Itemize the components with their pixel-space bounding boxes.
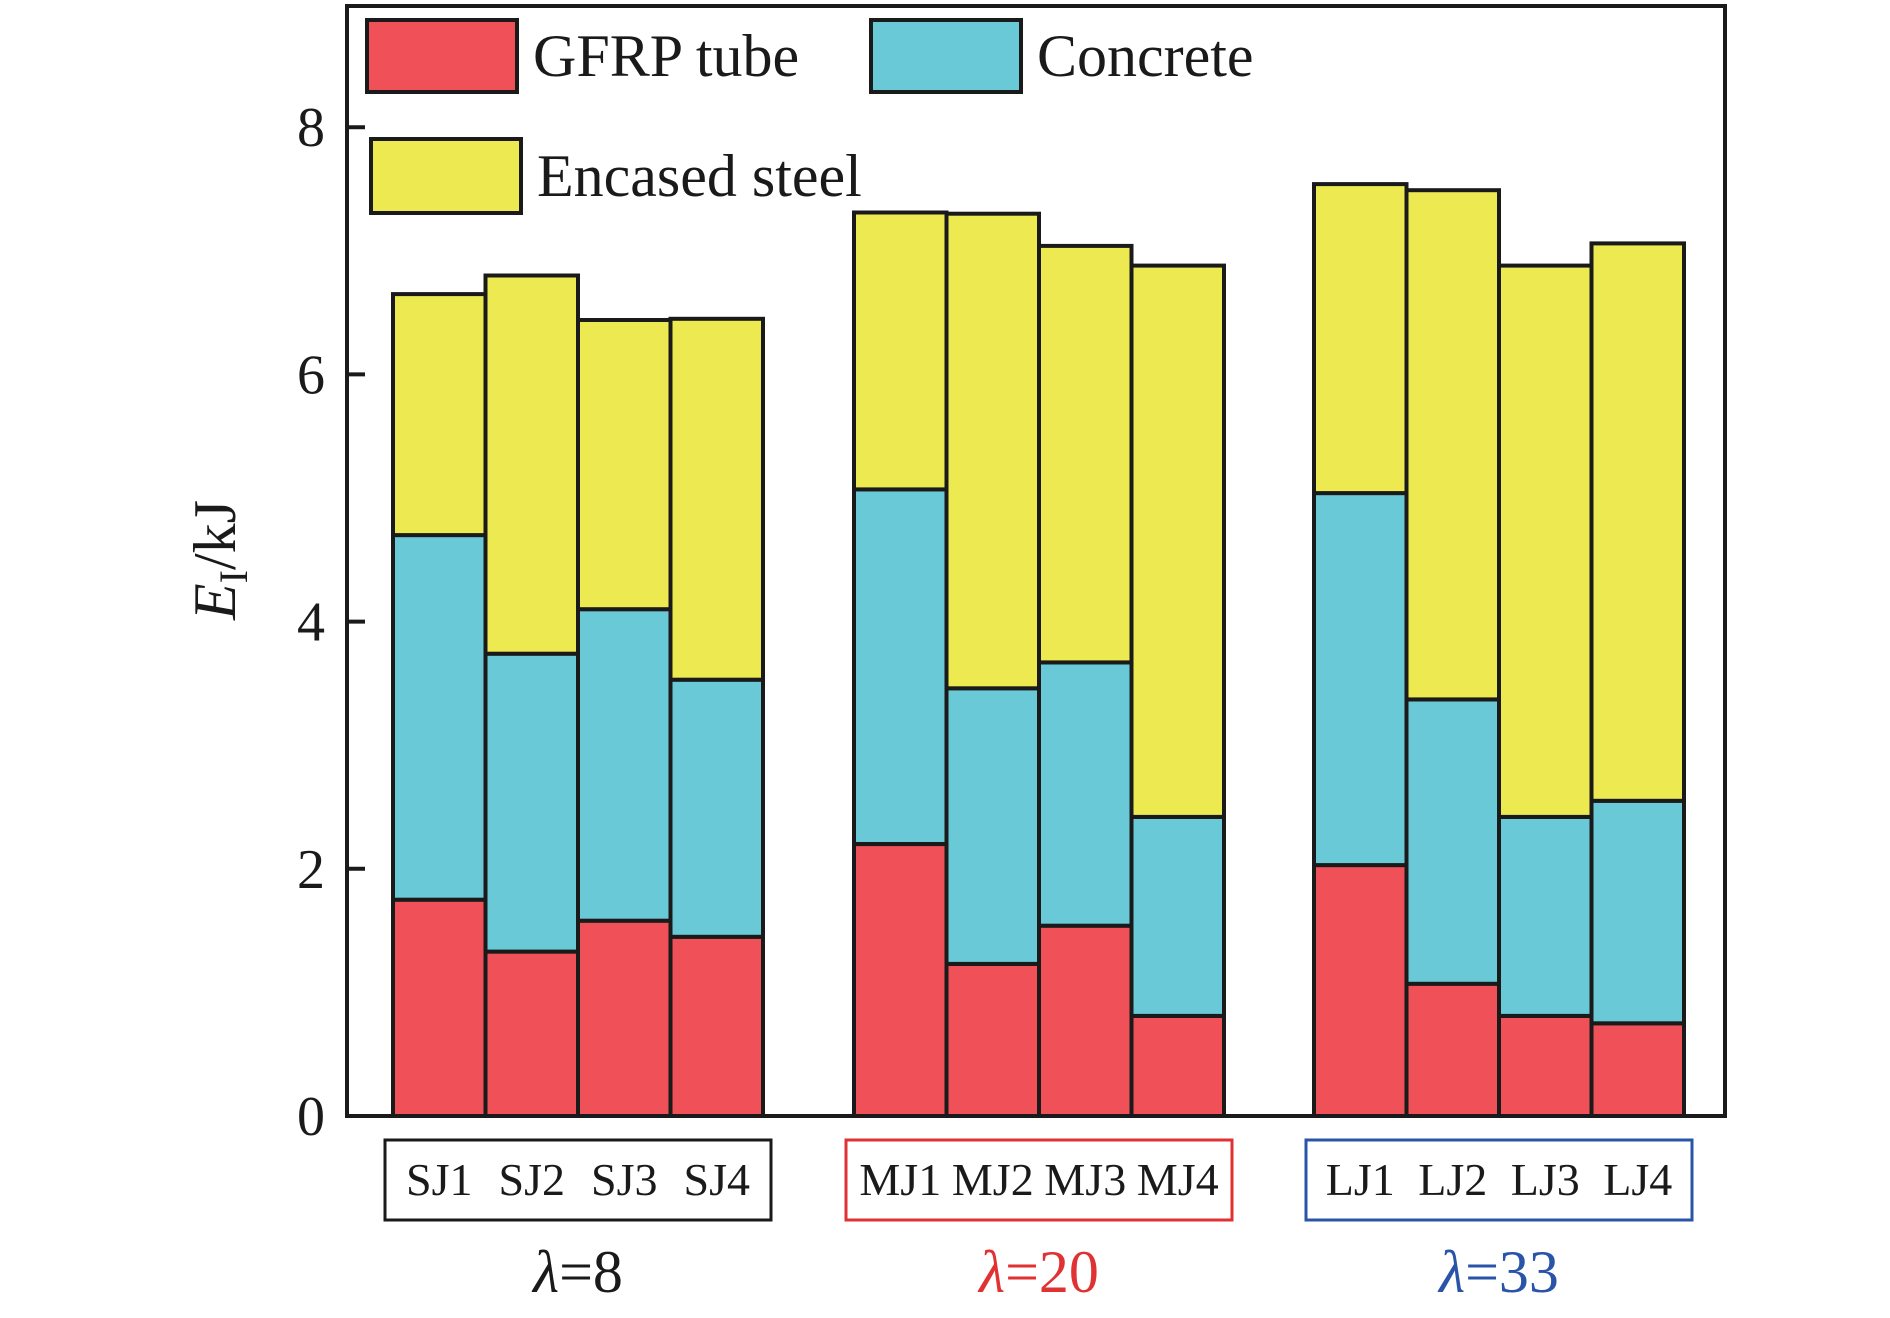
group-box-1 xyxy=(383,1138,773,1222)
legend-swatch-gfrp-tube xyxy=(365,18,519,94)
plot-frame xyxy=(345,4,1727,1118)
bar-mj2-concrete xyxy=(944,686,1041,966)
bar-mj3-gfrp-tube xyxy=(1037,923,1134,1119)
bar-lj2-concrete xyxy=(1404,697,1501,986)
y-tick-label-8: 8 xyxy=(297,97,325,159)
group-label-2: λ=20 xyxy=(977,1239,1099,1305)
legend-swatch-concrete xyxy=(869,18,1023,94)
x-label-sj3: SJ3 xyxy=(591,1154,657,1205)
bar-sj1-gfrp-tube xyxy=(391,897,488,1119)
bar-lj2-encased-steel xyxy=(1404,188,1501,702)
bar-sj2-gfrp-tube xyxy=(483,949,580,1118)
bar-lj4-encased-steel xyxy=(1589,241,1686,803)
bar-lj4-concrete xyxy=(1589,798,1686,1026)
y-tick-label-6: 6 xyxy=(297,344,325,406)
y-tick-label-0: 0 xyxy=(297,1086,325,1148)
y-axis-label-subscript: I xyxy=(211,570,256,583)
group-label-3: λ=33 xyxy=(1437,1239,1559,1305)
legend-swatch-encased-steel xyxy=(369,137,523,215)
bar-sj2-encased-steel xyxy=(483,273,580,656)
legend-label-gfrp-tube: GFRP tube xyxy=(533,23,799,89)
bar-mj2-encased-steel xyxy=(944,211,1041,691)
y-axis-label-unit: /kJ xyxy=(182,500,248,570)
group-label-1: λ=8 xyxy=(531,1239,623,1305)
y-axis-label-main: E xyxy=(182,583,248,621)
y-axis: 0 2 4 6 8 xyxy=(297,97,365,1148)
x-label-lj1: LJ1 xyxy=(1326,1154,1395,1205)
bars-layer xyxy=(391,182,1686,1119)
bar-mj3-encased-steel xyxy=(1037,243,1134,665)
bar-lj3-gfrp-tube xyxy=(1497,1013,1594,1119)
bar-mj4-gfrp-tube xyxy=(1129,1013,1226,1119)
x-label-mj3: MJ3 xyxy=(1044,1154,1126,1205)
x-label-sj4: SJ4 xyxy=(684,1154,750,1205)
bar-lj3-concrete xyxy=(1497,814,1594,1018)
x-label-mj1: MJ1 xyxy=(859,1154,941,1205)
bar-lj2-gfrp-tube xyxy=(1404,981,1501,1119)
bar-mj1-encased-steel xyxy=(852,210,949,492)
y-tick-label-4: 4 xyxy=(297,592,325,654)
x-label-sj1: SJ1 xyxy=(406,1154,472,1205)
bar-sj4-encased-steel xyxy=(668,316,765,682)
x-label-sj2: SJ2 xyxy=(499,1154,565,1205)
bar-sj2-concrete xyxy=(483,651,580,954)
x-label-mj2: MJ2 xyxy=(952,1154,1034,1205)
x-label-mj4: MJ4 xyxy=(1137,1154,1219,1205)
bar-mj4-encased-steel xyxy=(1129,263,1226,819)
group-box-2 xyxy=(844,1138,1234,1222)
bar-lj3-encased-steel xyxy=(1497,263,1594,819)
legend-label-encased-steel: Encased steel xyxy=(537,143,862,209)
bar-lj1-gfrp-tube xyxy=(1312,863,1409,1118)
legend: GFRP tube Concrete Encased steel xyxy=(365,18,1254,215)
bar-sj1-concrete xyxy=(391,533,488,902)
bar-lj1-encased-steel xyxy=(1312,182,1409,496)
x-axis: SJ1 SJ2 SJ3 SJ4 λ=8 MJ1 MJ2 MJ3 MJ4 λ=20 LJ1 LJ2 LJ3… xyxy=(383,1138,1694,1305)
bar-sj3-encased-steel xyxy=(576,318,673,612)
x-label-lj2: LJ2 xyxy=(1418,1154,1487,1205)
legend-label-concrete: Concrete xyxy=(1037,23,1254,89)
bar-sj3-concrete xyxy=(576,607,673,923)
y-tick-label-2: 2 xyxy=(297,839,325,901)
bar-lj1-concrete xyxy=(1312,491,1409,868)
bar-sj4-concrete xyxy=(668,677,765,939)
bar-mj2-gfrp-tube xyxy=(944,962,1041,1118)
y-axis-label: EI/kJ xyxy=(182,500,256,621)
bar-lj4-gfrp-tube xyxy=(1589,1021,1686,1118)
x-label-lj4: LJ4 xyxy=(1603,1154,1672,1205)
bar-sj1-encased-steel xyxy=(391,292,488,538)
bar-mj1-concrete xyxy=(852,487,949,846)
x-label-lj3: LJ3 xyxy=(1511,1154,1580,1205)
group-box-3 xyxy=(1304,1138,1694,1222)
bar-mj4-concrete xyxy=(1129,814,1226,1018)
bar-sj4-gfrp-tube xyxy=(668,934,765,1118)
bar-mj1-gfrp-tube xyxy=(852,842,949,1118)
bar-sj3-gfrp-tube xyxy=(576,918,673,1119)
bar-mj3-concrete xyxy=(1037,660,1134,928)
